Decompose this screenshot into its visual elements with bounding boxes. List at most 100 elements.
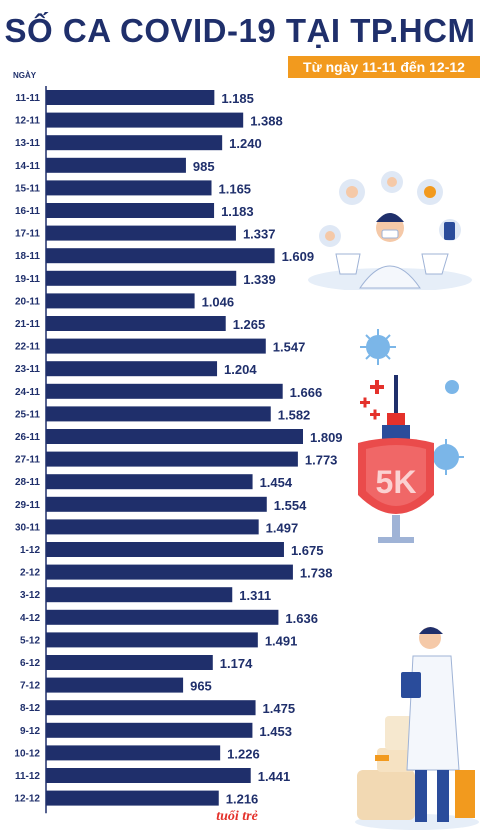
bar-25-11 bbox=[46, 406, 271, 422]
bar-27-11 bbox=[46, 451, 298, 467]
value-label-11-12: 1.441 bbox=[258, 769, 291, 784]
tick-label-16-11: 16-11 bbox=[15, 206, 40, 217]
bar-9-12 bbox=[46, 722, 253, 738]
value-label-22-11: 1.547 bbox=[273, 340, 306, 355]
bar-20-11 bbox=[46, 293, 195, 309]
shield-5k-label: 5K bbox=[376, 464, 417, 500]
bar-4-12 bbox=[46, 609, 279, 625]
tick-label-3-12: 3-12 bbox=[20, 590, 40, 601]
bar-12-12 bbox=[46, 790, 219, 806]
bar-22-11 bbox=[46, 338, 266, 354]
bar-7-12 bbox=[46, 677, 184, 693]
y-axis-label: NGÀY bbox=[13, 71, 37, 80]
value-label-12-12: 1.216 bbox=[226, 792, 259, 807]
bar-13-11 bbox=[46, 135, 223, 151]
bar-1-12 bbox=[46, 542, 284, 557]
tick-label-18-11: 18-11 bbox=[15, 251, 40, 262]
value-label-12-11: 1.388 bbox=[250, 114, 283, 129]
value-label-23-11: 1.204 bbox=[224, 362, 257, 377]
bar-16-11 bbox=[46, 203, 215, 218]
value-label-9-12: 1.453 bbox=[259, 724, 292, 739]
tick-label-28-11: 28-11 bbox=[15, 477, 40, 488]
tick-label-4-12: 4-12 bbox=[20, 613, 40, 624]
bar-6-12 bbox=[46, 655, 213, 670]
value-label-18-11: 1.609 bbox=[282, 249, 315, 264]
bar-14-11 bbox=[46, 157, 186, 173]
tick-label-11-12: 11-12 bbox=[15, 771, 40, 782]
bar-30-11 bbox=[46, 519, 259, 535]
value-label-16-11: 1.183 bbox=[221, 204, 254, 219]
value-label-10-12: 1.226 bbox=[227, 746, 260, 761]
tick-label-2-12: 2-12 bbox=[20, 568, 40, 579]
tick-label-8-12: 8-12 bbox=[20, 703, 40, 714]
bar-5-12 bbox=[46, 632, 258, 648]
tick-label-13-11: 13-11 bbox=[15, 138, 40, 149]
tick-label-11-11: 11-11 bbox=[16, 93, 41, 104]
value-label-3-12: 1.311 bbox=[239, 588, 271, 603]
value-label-4-12: 1.636 bbox=[285, 611, 318, 626]
tick-label-20-11: 20-11 bbox=[15, 296, 40, 307]
bar-18-11 bbox=[46, 248, 275, 264]
tick-label-29-11: 29-11 bbox=[15, 500, 40, 511]
value-label-17-11: 1.337 bbox=[243, 227, 276, 242]
tick-label-17-11: 17-11 bbox=[15, 229, 40, 240]
value-label-21-11: 1.265 bbox=[233, 317, 266, 332]
value-label-29-11: 1.554 bbox=[274, 498, 307, 513]
tick-label-30-11: 30-11 bbox=[15, 522, 40, 533]
tuoi-tre-logo: tuổi trẻ bbox=[216, 809, 258, 824]
value-label-30-11: 1.497 bbox=[266, 520, 299, 535]
bar-10-12 bbox=[46, 745, 221, 761]
bar-12-11 bbox=[46, 112, 244, 128]
tick-label-25-11: 25-11 bbox=[15, 409, 40, 420]
tick-label-23-11: 23-11 bbox=[15, 364, 40, 375]
value-label-28-11: 1.454 bbox=[260, 475, 293, 490]
tick-label-12-12: 12-12 bbox=[14, 794, 40, 805]
tick-label-27-11: 27-11 bbox=[15, 455, 40, 466]
value-label-27-11: 1.773 bbox=[305, 453, 338, 468]
value-label-25-11: 1.582 bbox=[278, 407, 311, 422]
value-label-14-11: 985 bbox=[193, 159, 215, 174]
tick-label-14-11: 14-11 bbox=[15, 161, 40, 172]
tick-label-1-12: 1-12 bbox=[20, 545, 40, 556]
bar-19-11 bbox=[46, 270, 237, 286]
bar-26-11 bbox=[46, 429, 303, 444]
value-label-26-11: 1.809 bbox=[310, 430, 343, 445]
value-label-6-12: 1.174 bbox=[220, 656, 253, 671]
tick-label-9-12: 9-12 bbox=[20, 726, 40, 737]
tick-label-7-12: 7-12 bbox=[20, 681, 40, 692]
bar-29-11 bbox=[46, 496, 267, 512]
page-title: SỐ CA COVID-19 TẠI TP.HCM bbox=[4, 12, 476, 49]
value-label-2-12: 1.738 bbox=[300, 566, 333, 581]
value-label-24-11: 1.666 bbox=[290, 385, 323, 400]
bar-11-11 bbox=[46, 90, 215, 105]
value-label-5-12: 1.491 bbox=[265, 633, 298, 648]
value-label-1-12: 1.675 bbox=[291, 543, 324, 558]
vaccine-shield-icon: 5K bbox=[358, 329, 464, 543]
date-range-badge: Từ ngày 11-11 đến 12-12 bbox=[288, 56, 480, 78]
doctor-clipboard-icon bbox=[355, 627, 479, 830]
bar-21-11 bbox=[46, 316, 226, 331]
tick-label-12-11: 12-11 bbox=[15, 116, 40, 127]
doctor-icon bbox=[308, 171, 472, 290]
tick-label-26-11: 26-11 bbox=[15, 432, 40, 443]
bar-24-11 bbox=[46, 383, 283, 399]
value-label-11-11: 1.185 bbox=[221, 91, 254, 106]
bar-23-11 bbox=[46, 361, 218, 377]
value-label-8-12: 1.475 bbox=[263, 701, 296, 716]
value-label-7-12: 965 bbox=[190, 679, 212, 694]
value-label-19-11: 1.339 bbox=[243, 272, 276, 287]
tick-label-24-11: 24-11 bbox=[15, 387, 40, 398]
bar-8-12 bbox=[46, 700, 256, 716]
bar-2-12 bbox=[46, 564, 293, 580]
bar-17-11 bbox=[46, 225, 236, 241]
bar-3-12 bbox=[46, 587, 233, 603]
bar-11-12 bbox=[46, 768, 251, 783]
bar-15-11 bbox=[46, 180, 212, 196]
tick-label-21-11: 21-11 bbox=[15, 319, 40, 330]
value-label-20-11: 1.046 bbox=[202, 294, 235, 309]
tick-label-15-11: 15-11 bbox=[15, 183, 40, 194]
tick-label-5-12: 5-12 bbox=[20, 635, 40, 646]
tick-label-19-11: 19-11 bbox=[15, 274, 40, 285]
tick-label-6-12: 6-12 bbox=[20, 658, 40, 669]
